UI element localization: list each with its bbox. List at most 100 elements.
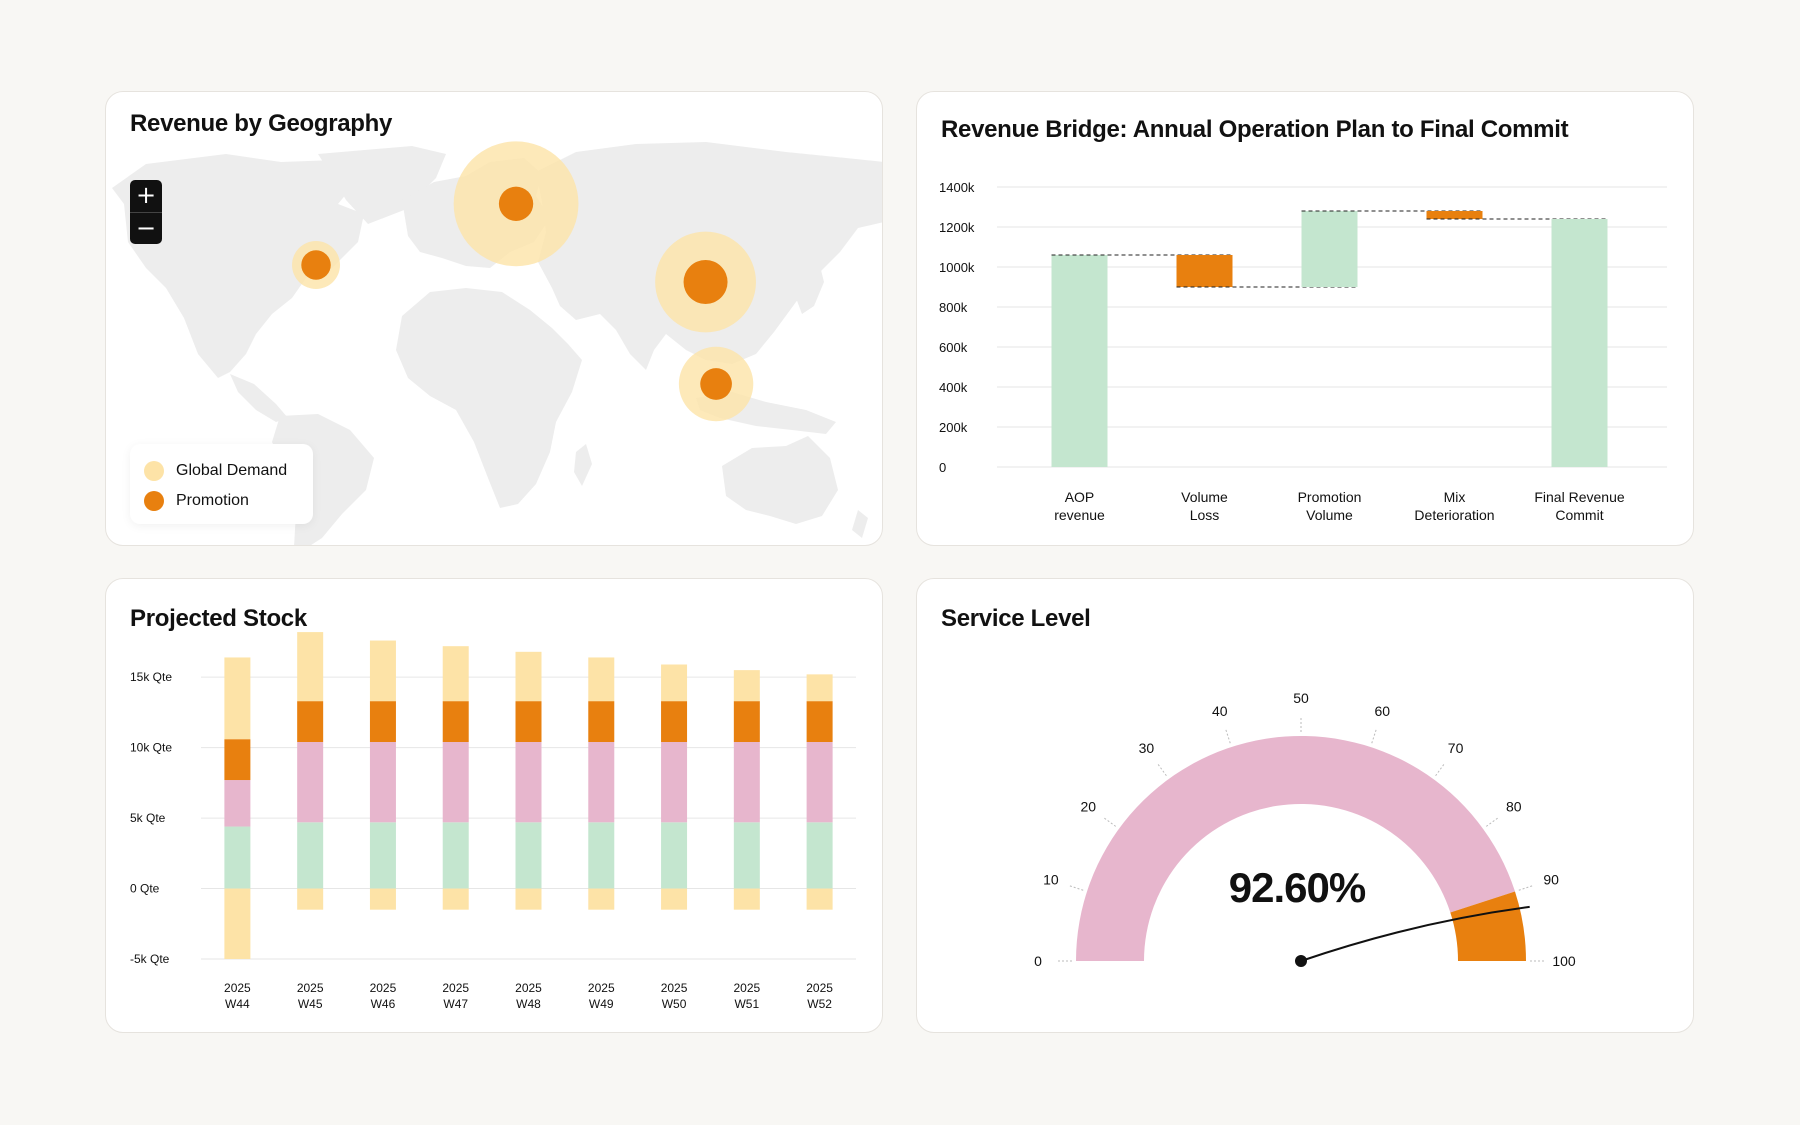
landmass-new-zealand bbox=[852, 510, 868, 538]
gauge-tick-label: 70 bbox=[1448, 740, 1464, 756]
x-tick-label: 2025 bbox=[661, 981, 688, 995]
x-tick-label: W45 bbox=[298, 997, 323, 1011]
gauge-tick-label: 90 bbox=[1543, 872, 1559, 888]
stock-bar-segment bbox=[661, 822, 688, 889]
stock-bar-segment bbox=[661, 664, 688, 702]
bubble-layer bbox=[292, 141, 756, 422]
gauge-tick-label: 0 bbox=[1034, 953, 1042, 969]
stock-bar-segment bbox=[297, 822, 324, 889]
legend-item-global-demand[interactable]: Global Demand bbox=[144, 456, 313, 486]
stock-bar-segment bbox=[369, 888, 396, 910]
x-tick-label: revenue bbox=[1054, 507, 1105, 523]
y-tick-label: 800k bbox=[939, 300, 968, 315]
stock-bar-segment bbox=[588, 701, 615, 742]
stock-bar-segment bbox=[442, 742, 469, 823]
stock-bar-segment bbox=[806, 822, 833, 889]
stock-bar-segment bbox=[224, 657, 251, 740]
stock-bar-segment bbox=[733, 888, 760, 910]
bubble-promotion bbox=[301, 250, 331, 280]
stock-bar-segment bbox=[297, 888, 324, 910]
landmass-japan bbox=[796, 258, 824, 314]
zoom-in-button[interactable]: + bbox=[135, 181, 157, 209]
gauge-tick bbox=[1435, 764, 1445, 777]
gauge-band bbox=[1076, 735, 1515, 961]
stock-bar-segment bbox=[733, 822, 760, 889]
world-map[interactable] bbox=[106, 92, 882, 545]
x-tick-label: W50 bbox=[662, 997, 687, 1011]
stock-bar-segment bbox=[515, 742, 542, 823]
landmass-central-america bbox=[230, 374, 288, 422]
y-tick-label: 1000k bbox=[939, 260, 975, 275]
stock-bar-segment bbox=[806, 674, 833, 702]
world-map-svg bbox=[112, 141, 882, 545]
x-tick-label: Commit bbox=[1555, 507, 1603, 523]
stock-bar-segment bbox=[806, 742, 833, 823]
landmass-madagascar bbox=[574, 444, 592, 486]
landmass-africa bbox=[396, 288, 582, 508]
stock-bar-segment bbox=[224, 739, 251, 781]
x-tick-label: 2025 bbox=[224, 981, 251, 995]
x-tick-label: Promotion bbox=[1298, 489, 1362, 505]
stock-bar-segment bbox=[515, 651, 542, 702]
waterfall-bar bbox=[1426, 211, 1483, 219]
x-tick-label: Mix bbox=[1444, 489, 1466, 505]
legend-swatch bbox=[144, 491, 164, 511]
stock-bar-segment bbox=[442, 822, 469, 889]
landmass-australia bbox=[722, 436, 838, 524]
chart-title: Revenue Bridge: Annual Operation Plan to… bbox=[941, 116, 1569, 143]
stock-bar-segment bbox=[733, 742, 760, 823]
x-tick-label: Volume bbox=[1306, 507, 1353, 523]
stock-bar-segment bbox=[588, 888, 615, 910]
gauge-needle-hub bbox=[1295, 955, 1307, 967]
landmass-north-america bbox=[112, 154, 364, 378]
service-level-card: Service Level 0 10 20 30 40 50 60 70 80 90 100 92.… bbox=[916, 578, 1694, 1033]
stock-bar-segment bbox=[806, 701, 833, 742]
x-tick-label: W44 bbox=[225, 997, 250, 1011]
waterfall-chart: 0 200k 400k 600k 800k 1000k 1200k 1400k AOP reven… bbox=[939, 180, 1667, 523]
stock-bar-segment bbox=[442, 888, 469, 910]
y-tick-label: -5k Qte bbox=[130, 952, 170, 966]
x-tick-label: Volume bbox=[1181, 489, 1228, 505]
stock-bar-segment bbox=[369, 640, 396, 702]
stock-bar-segment bbox=[224, 826, 251, 889]
stacked-bar-chart: -5k Qte 0 Qte 5k Qte 10k Qte 15k Qte 2025 W44 2… bbox=[130, 632, 856, 1011]
legend-item-promotion[interactable]: Promotion bbox=[144, 486, 313, 516]
stock-bar-segment bbox=[297, 742, 324, 823]
gauge-band bbox=[1450, 891, 1526, 961]
revenue-by-geography-card: Revenue by Geography + − Global Demand P… bbox=[105, 91, 883, 546]
y-tick-label: 0 Qte bbox=[130, 882, 160, 896]
stock-bar-segment bbox=[515, 822, 542, 889]
gauge-tick bbox=[1225, 729, 1231, 744]
gauge-value-label: 92.60% bbox=[1228, 864, 1366, 911]
gauge-tick-label: 50 bbox=[1293, 690, 1309, 706]
gauge-chart: 0 10 20 30 40 50 60 70 80 90 100 bbox=[1034, 690, 1576, 969]
map-legend: Global Demand Promotion bbox=[130, 444, 313, 524]
gauge-tick-label: 20 bbox=[1080, 798, 1096, 814]
stock-bar-segment bbox=[442, 646, 469, 702]
stock-bar-segment bbox=[733, 701, 760, 742]
landmass-greenland bbox=[318, 146, 446, 224]
bubble-promotion bbox=[683, 260, 728, 304]
legend-label: Promotion bbox=[176, 492, 249, 509]
stock-bar-segment bbox=[297, 632, 324, 702]
x-tick-label: W47 bbox=[443, 997, 468, 1011]
y-tick-label: 1400k bbox=[939, 180, 975, 195]
stock-bar-segment bbox=[442, 701, 469, 742]
gauge-needle bbox=[1300, 905, 1530, 962]
stock-bar-segment bbox=[369, 742, 396, 823]
stock-bar-segment bbox=[661, 742, 688, 823]
stock-bar-segment bbox=[588, 742, 615, 823]
gauge-tick bbox=[1069, 885, 1084, 891]
gauge-tick bbox=[1157, 764, 1167, 777]
legend-swatch bbox=[144, 461, 164, 481]
stock-bar-segment bbox=[297, 701, 324, 742]
x-tick-label: 2025 bbox=[442, 981, 469, 995]
stock-bar-segment bbox=[515, 888, 542, 910]
x-tick-label: 2025 bbox=[806, 981, 833, 995]
zoom-control: + − bbox=[130, 180, 162, 244]
y-tick-label: 200k bbox=[939, 420, 968, 435]
zoom-out-button[interactable]: − bbox=[130, 212, 162, 244]
stock-bar-segment bbox=[806, 888, 833, 910]
x-tick-label: 2025 bbox=[370, 981, 397, 995]
gauge-tick-label: 40 bbox=[1212, 703, 1228, 719]
